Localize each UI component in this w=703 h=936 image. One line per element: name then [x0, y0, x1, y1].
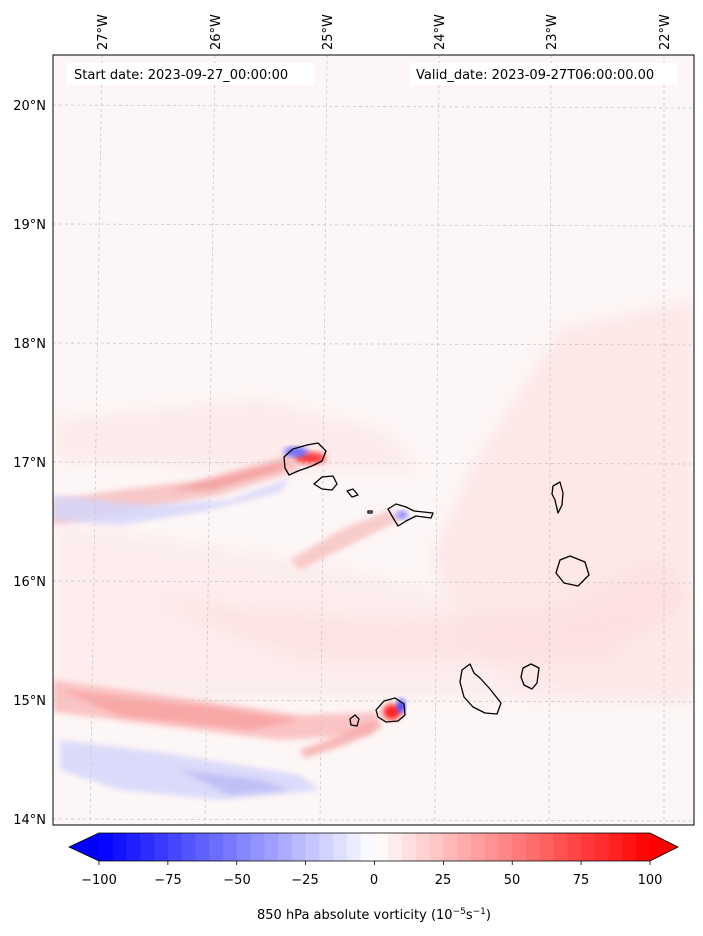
lon-label: 26°W [209, 14, 224, 50]
colorbar-cell [112, 833, 128, 861]
island-maio [520, 663, 540, 690]
colorbar-low-extension [69, 833, 99, 861]
colorbar: −100 −75 −50 −25 0 25 50 75 100 850 hPa … [68, 832, 679, 923]
colorbar-cell [99, 833, 114, 861]
colorbar-cell [498, 833, 513, 861]
colorbar-tick-label: 75 [573, 873, 590, 888]
island-boa-vista [555, 555, 590, 587]
colorbar-cell [622, 833, 637, 861]
colorbar-cell [512, 833, 527, 861]
lat-label: 18°N [13, 337, 46, 352]
colorbar-tick-label: −75 [154, 873, 181, 888]
colorbar-cell [526, 833, 541, 861]
island-sal [551, 481, 564, 514]
colorbar-cell [346, 833, 362, 861]
island-santa-luzia [346, 488, 359, 498]
colorbar-tick-label: 50 [504, 873, 521, 888]
colorbar-high-extension [650, 833, 678, 861]
lat-label: 19°N [13, 218, 46, 233]
colorbar-cell [567, 833, 582, 861]
island-sao-vicente [313, 475, 338, 491]
colorbar-tick-label: 100 [638, 873, 663, 888]
colorbar-cell [443, 833, 458, 861]
colorbar-cell [195, 833, 210, 861]
colorbar-cell [154, 833, 169, 861]
colorbar-cell [236, 833, 252, 861]
colorbar-cell [388, 833, 403, 861]
lon-label: 27°W [96, 14, 111, 50]
colorbar-cell [636, 833, 651, 861]
map-frame [52, 54, 695, 826]
colorbar-cell [126, 833, 141, 861]
island-fogo [375, 697, 406, 723]
colorbar-cell [333, 833, 348, 861]
colorbar-cell [374, 833, 389, 861]
lon-label: 25°W [321, 14, 336, 50]
lat-label: 17°N [13, 456, 46, 471]
colorbar-cell [278, 833, 293, 861]
lat-label: 14°N [13, 813, 46, 828]
colorbar-label: 850 hPa absolute vorticity (10−5s−1) [257, 907, 491, 923]
colorbar-cell [539, 833, 555, 861]
island-sao-nicolau [387, 503, 434, 527]
colorbar-cell [209, 833, 224, 861]
colorbar-tick-label: 0 [370, 873, 378, 888]
colorbar-cell [181, 833, 196, 861]
colorbar-cell [553, 833, 568, 861]
coastlines [283, 442, 590, 727]
island-brava [349, 714, 360, 727]
colorbar-cell [250, 833, 265, 861]
colorbar-cell [264, 833, 279, 861]
colorbar-cell [415, 833, 431, 861]
colorbar-cell [581, 833, 596, 861]
colorbar-cell [594, 833, 610, 861]
colorbar-tick-label: −25 [291, 873, 318, 888]
lat-label: 16°N [13, 575, 46, 590]
colorbar-ticks [98, 861, 651, 865]
lon-label: 23°W [545, 14, 560, 50]
latitude-labels: 20°N 19°N 18°N 17°N 16°N 15°N 14°N [13, 99, 46, 828]
colorbar-cells [99, 833, 651, 861]
colorbar-tick-label: −50 [223, 873, 250, 888]
lat-label: 15°N [13, 694, 46, 709]
colorbar-cell [305, 833, 320, 861]
longitude-labels: 27°W 26°W 25°W 24°W 23°W 22°W [96, 14, 673, 50]
colorbar-cell [319, 833, 334, 861]
island-santiago [459, 663, 502, 715]
colorbar-cell [402, 833, 417, 861]
colorbar-cell [429, 833, 444, 861]
start-date-text: Start date: 2023-09-27_00:00:00 [74, 68, 288, 83]
colorbar-cell [140, 833, 155, 861]
lat-label: 20°N [13, 99, 46, 114]
colorbar-cell [470, 833, 486, 861]
colorbar-tick-label: 25 [435, 873, 452, 888]
valid-date-text: Valid_date: 2023-09-27T06:00:00.00 [416, 68, 654, 83]
colorbar-cell [167, 833, 183, 861]
colorbar-cell [222, 833, 238, 861]
start-date-box: Start date: 2023-09-27_00:00:00 [67, 63, 315, 85]
gridlines [53, 55, 694, 825]
colorbar-cell [360, 833, 376, 861]
valid-date-box: Valid_date: 2023-09-27T06:00:00.00 [410, 63, 677, 85]
colorbar-cell [457, 833, 472, 861]
colorbar-cell [484, 833, 499, 861]
colorbar-tick-label: −100 [81, 873, 117, 888]
lon-label: 22°W [658, 14, 673, 50]
colorbar-cell [291, 833, 307, 861]
colorbar-cell [608, 833, 623, 861]
island-branco [367, 510, 373, 514]
island-santo-antao [283, 442, 327, 476]
lon-label: 24°W [433, 14, 448, 50]
